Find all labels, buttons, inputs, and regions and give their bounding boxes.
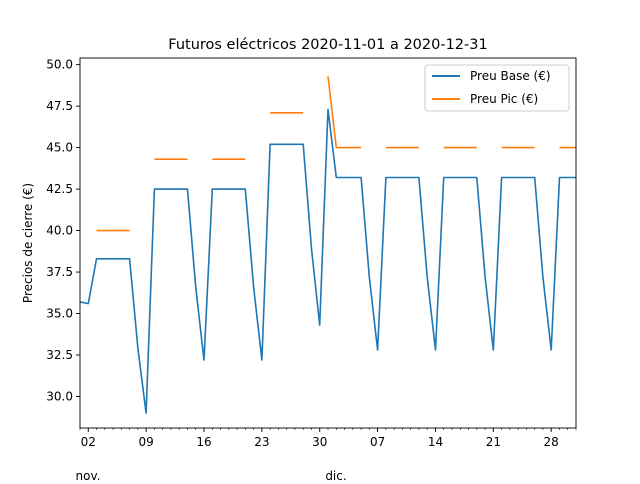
x-month-label: nov. [76, 469, 101, 480]
x-tick-label: 23 [254, 435, 269, 449]
y-tick-label: 45.0 [46, 141, 73, 155]
x-tick-label: 21 [486, 435, 501, 449]
series-line-preu-base [80, 108, 576, 414]
x-tick-label: 14 [428, 435, 443, 449]
legend-label-preu-base: Preu Base (€) [470, 69, 551, 83]
x-tick-label: 09 [138, 435, 153, 449]
legend-label-preu-pic: Preu Pic (€) [470, 92, 538, 106]
x-tick-label: 02 [81, 435, 96, 449]
x-tick-label: 16 [196, 435, 211, 449]
y-tick-label: 47.5 [46, 99, 73, 113]
y-tick-label: 37.5 [46, 265, 73, 279]
y-tick-label: 32.5 [46, 348, 73, 362]
y-tick-label: 35.0 [46, 307, 73, 321]
y-axis-label: Precios de cierre (€) [21, 183, 35, 303]
chart-title: Futuros eléctricos 2020-11-01 a 2020-12-… [168, 37, 487, 53]
x-month-label: dic. [325, 469, 346, 480]
y-tick-label: 50.0 [46, 58, 73, 72]
series-line-preu-pic-4 [327, 76, 362, 149]
x-tick-label: 28 [544, 435, 559, 449]
series-layer [80, 76, 576, 414]
x-tick-label: 07 [370, 435, 385, 449]
y-tick-label: 30.0 [46, 389, 73, 403]
legend: Preu Base (€) Preu Pic (€) [424, 64, 570, 112]
x-tick-label: 30 [312, 435, 327, 449]
legend-box [424, 64, 570, 112]
y-tick-label: 40.0 [46, 224, 73, 238]
y-tick-label: 42.5 [46, 182, 73, 196]
